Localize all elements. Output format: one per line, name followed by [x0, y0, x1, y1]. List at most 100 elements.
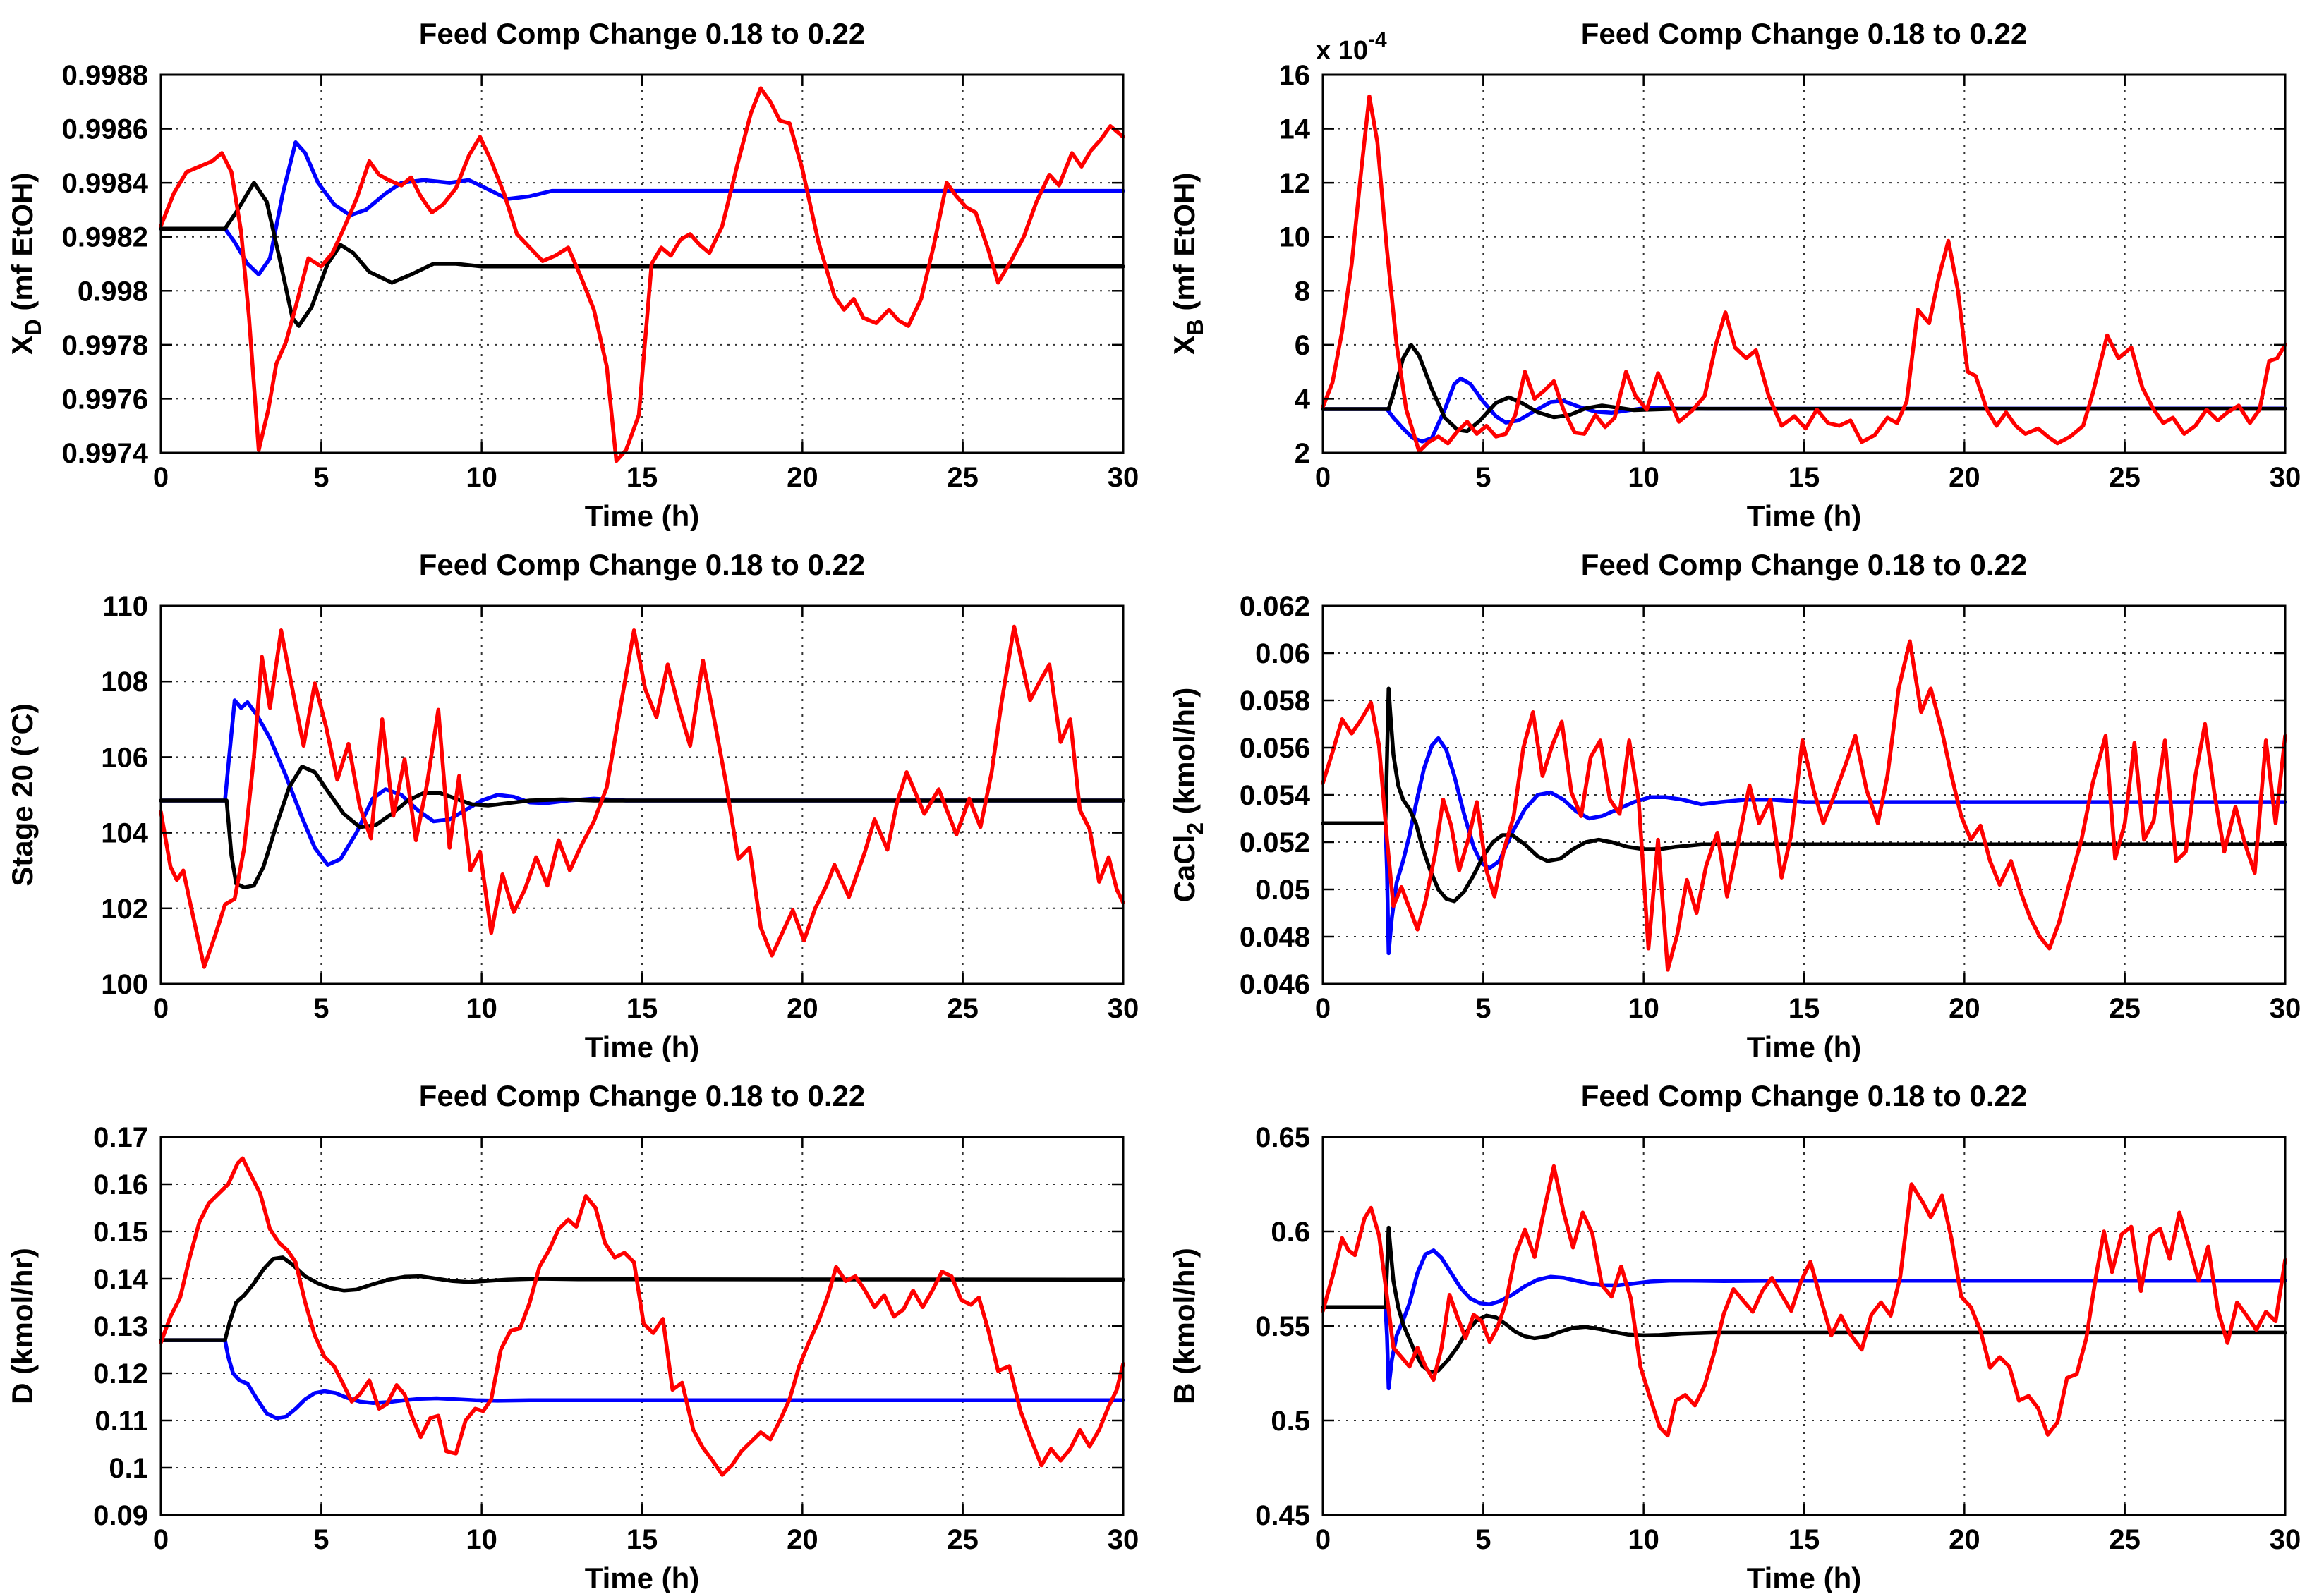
y-tick-label: 0.55	[1255, 1311, 1310, 1342]
y-tick-label: 8	[1295, 276, 1310, 307]
y-axis-label: D (kmol/hr)	[6, 1248, 39, 1404]
series-blue-line	[159, 140, 1125, 277]
x-tick-label: 30	[2270, 1524, 2301, 1555]
x-tick-label: 20	[1949, 1524, 1980, 1555]
x-tick-label: 0	[153, 993, 169, 1024]
y-tick-label: 0.056	[1240, 733, 1310, 764]
series-red-line	[159, 624, 1125, 969]
subplot-d: 0 5 10 15 20 25 30 0.09 0.1 0.11 0.12 0.13 0.14 0.15 0…	[0, 1062, 1162, 1594]
x-axis-label: Time (h)	[1747, 499, 1862, 531]
x-tick-label: 10	[466, 1524, 497, 1555]
y-tick-label: 0.11	[95, 1406, 148, 1437]
y-tick-label: 0.998	[78, 276, 148, 307]
y-axis-label: XD (mf EtOH)	[6, 173, 46, 355]
series-black-line	[159, 765, 1125, 890]
plot-canvas: 0 5 10 15 20 25 30 0.046 0.048 0.05 0.052 0.054 0.05…	[1168, 548, 2301, 1062]
y-tick-label: 0.048	[1240, 922, 1310, 953]
y-tick-label: 0.9984	[62, 168, 149, 199]
series-black-line	[1321, 343, 2287, 434]
x-tick-label: 5	[313, 462, 329, 493]
series-black-line	[159, 1255, 1125, 1342]
y-tick-label: 0.5	[1271, 1406, 1310, 1437]
subplot-b: 0 5 10 15 20 25 30 0.45 0.5 0.55 0.6 0.65 Feed Comp …	[1162, 1062, 2324, 1594]
y-axis-label: CaCl2 (kmol/hr)	[1168, 688, 1208, 903]
x-tick-label: 25	[947, 462, 979, 493]
x-tick-label: 5	[1475, 462, 1491, 493]
y-tick-label: 0.06	[1255, 638, 1310, 669]
x-tick-label: 15	[1789, 993, 1820, 1024]
x-tick-label: 5	[1475, 1524, 1491, 1555]
axis-exponent-note: x 10-4	[1316, 28, 1387, 66]
y-tick-label: 0.16	[93, 1169, 148, 1200]
x-tick-label: 25	[2109, 993, 2141, 1024]
plot-canvas: 0 5 10 15 20 25 30 100 102 104 106 108 110 Feed Comp …	[6, 548, 1139, 1062]
y-tick-label: 0.9982	[62, 222, 148, 253]
y-axis-label: XB (mf EtOH)	[1168, 173, 1208, 355]
y-tick-label: 0.6	[1271, 1217, 1310, 1248]
y-tick-label: 0.13	[93, 1311, 148, 1342]
y-tick-label: 0.9988	[62, 60, 148, 91]
x-tick-label: 10	[1628, 1524, 1659, 1555]
x-tick-label: 25	[2109, 462, 2141, 493]
x-tick-label: 15	[1789, 462, 1820, 493]
x-tick-label: 30	[2270, 993, 2301, 1024]
x-tick-label: 10	[466, 993, 497, 1024]
plot-canvas: 0 5 10 15 20 25 30 2 4 6 8 10 12 14 16 Feed Comp Change…	[1168, 17, 2301, 531]
series-red-line	[1321, 1164, 2287, 1438]
y-tick-label: 0.14	[93, 1264, 149, 1295]
x-tick-label: 15	[1789, 1524, 1820, 1555]
y-tick-label: 16	[1279, 60, 1311, 91]
x-tick-label: 10	[466, 462, 497, 493]
series-blue-line	[159, 1338, 1125, 1420]
subplot-stage20: 0 5 10 15 20 25 30 100 102 104 106 108 110 Feed Comp …	[0, 531, 1162, 1062]
subplot-xb: 0 5 10 15 20 25 30 2 4 6 8 10 12 14 16 Feed Comp Change…	[1162, 0, 2324, 531]
y-tick-label: 0.17	[93, 1122, 148, 1153]
y-tick-label: 0.65	[1255, 1122, 1310, 1153]
y-tick-label: 6	[1295, 330, 1310, 361]
x-tick-label: 5	[313, 1524, 329, 1555]
y-tick-label: 2	[1295, 438, 1310, 469]
x-axis-label: Time (h)	[585, 499, 700, 531]
x-tick-label: 15	[627, 462, 658, 493]
x-tick-label: 0	[1315, 462, 1331, 493]
series-blue-line	[159, 698, 1125, 867]
y-tick-label: 0.062	[1240, 591, 1310, 622]
plot-title: Feed Comp Change 0.18 to 0.22	[1581, 1079, 2028, 1112]
y-tick-label: 0.09	[93, 1500, 148, 1531]
x-tick-label: 0	[1315, 1524, 1331, 1555]
y-tick-label: 0.052	[1240, 827, 1310, 858]
y-tick-label: 100	[101, 969, 148, 1000]
series-black-line	[159, 181, 1125, 328]
x-tick-label: 20	[787, 462, 818, 493]
x-tick-label: 20	[1949, 993, 1980, 1024]
y-tick-label: 12	[1279, 168, 1311, 199]
series-red-line	[159, 86, 1125, 463]
x-tick-label: 0	[153, 462, 169, 493]
x-tick-label: 30	[1108, 1524, 1139, 1555]
x-tick-label: 10	[1628, 462, 1659, 493]
plot-canvas: 0 5 10 15 20 25 30 0.45 0.5 0.55 0.6 0.65 Feed Comp …	[1168, 1079, 2301, 1593]
y-tick-label: 0.9986	[62, 114, 148, 145]
x-tick-label: 5	[1475, 993, 1491, 1024]
x-tick-label: 20	[1949, 462, 1980, 493]
plot-canvas: 0 5 10 15 20 25 30 0.09 0.1 0.11 0.12 0.13 0.14 0.15 0…	[6, 1079, 1139, 1593]
plot-title: Feed Comp Change 0.18 to 0.22	[1581, 17, 2028, 50]
y-tick-label: 14	[1279, 114, 1311, 145]
y-tick-label: 0.054	[1240, 780, 1311, 811]
y-tick-label: 106	[101, 742, 148, 773]
x-tick-label: 20	[787, 993, 818, 1024]
y-tick-label: 0.9974	[62, 438, 149, 469]
y-tick-label: 0.058	[1240, 686, 1310, 717]
y-tick-label: 4	[1295, 384, 1311, 415]
y-axis-label: Stage 20 (°C)	[6, 703, 39, 887]
y-tick-label: 10	[1279, 222, 1311, 253]
x-tick-label: 25	[947, 993, 979, 1024]
x-tick-label: 0	[1315, 993, 1331, 1024]
subplot-cacl2: 0 5 10 15 20 25 30 0.046 0.048 0.05 0.052 0.054 0.05…	[1162, 531, 2324, 1062]
axes-border	[1321, 73, 2287, 454]
y-tick-label: 110	[102, 591, 148, 622]
x-axis-label: Time (h)	[1747, 1030, 1862, 1062]
series-red-line	[1321, 639, 2287, 972]
y-tick-label: 0.1	[109, 1453, 148, 1484]
